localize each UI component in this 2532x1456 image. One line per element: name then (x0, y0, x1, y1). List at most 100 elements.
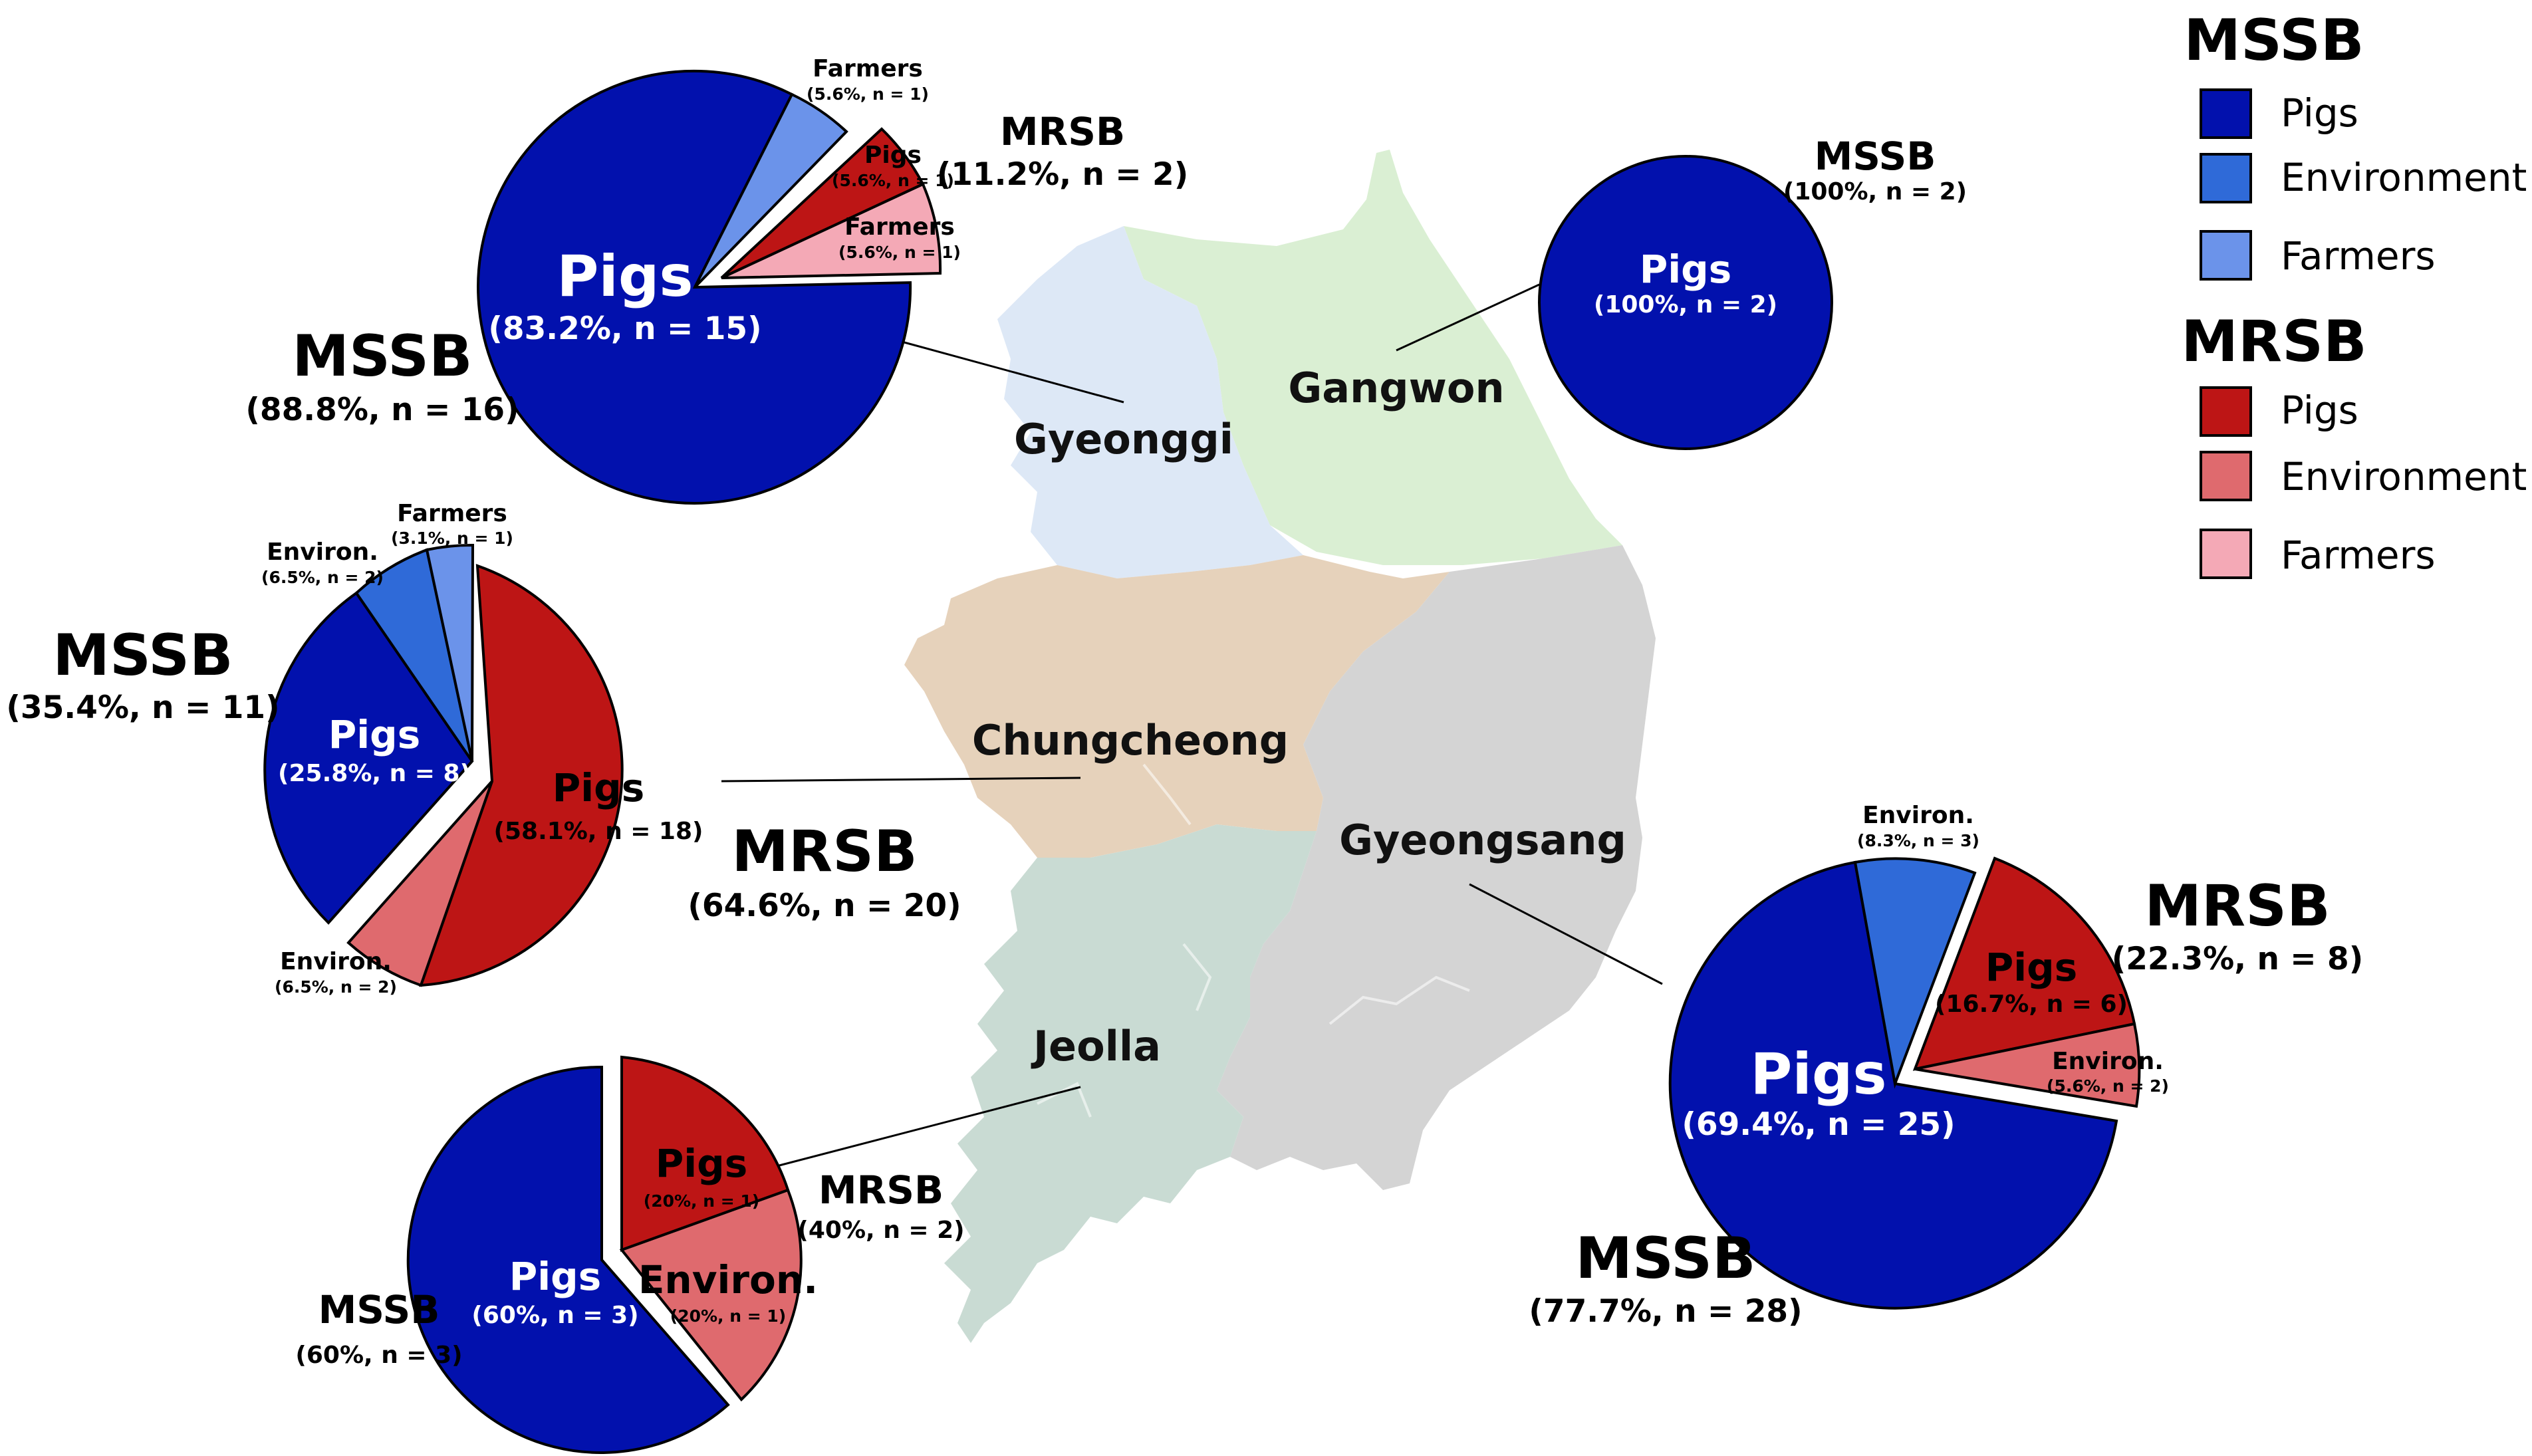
pie-label-gyeongsang-mrsb-env-value: (5.6%, n = 2) (2047, 1076, 2169, 1096)
pie-label-jeolla-mrsb-env-value: (20%, n = 1) (670, 1306, 786, 1326)
region-label-chungcheong: Chungcheong (972, 716, 1289, 765)
pie-slice-chungcheong-mssb-environment (354, 548, 473, 763)
pie-label-jeolla-mrsb-pigs-name: Pigs (656, 1141, 747, 1186)
pie-slice-gangwon-mssb-pigs (1538, 155, 1833, 450)
pie-label-gyeonggi-mrsb-pigs-value: (5.6%, n = 1) (832, 171, 954, 190)
group-label-gyeongsang-mrsb: MRSB (2144, 873, 2330, 939)
leader-line-gyeongsang (1469, 883, 1663, 985)
pie-label-chungcheong-mssb-farmers-name: Farmers (397, 500, 507, 527)
pie-chart-gyeonggi: Pigs (83.2%, n = 15) Farmers (5.6%, n = … (245, 55, 1189, 505)
pie-chart-gangwon: Pigs (100%, n = 2) MSSB (100%, n = 2) (1538, 134, 1967, 450)
pie-chart-jeolla: Pigs (60%, n = 3) Pigs (20%, n = 1) Envi… (295, 1055, 965, 1454)
group-label-gyeonggi-mssb: MSSB (292, 323, 472, 390)
legend-label-mrsb-farmers: Farmers (2281, 533, 2436, 578)
leader-line-gyeonggi (904, 341, 1124, 404)
pie-label-gyeonggi-mssb-farmers-name: Farmers (813, 55, 923, 82)
group-label-gyeonggi-mssb-value: (88.8%, n = 16) (245, 392, 519, 428)
leader-line-chungcheong (721, 777, 1081, 783)
region-label-gangwon: Gangwon (1288, 364, 1504, 412)
region-gyeongsang (1217, 545, 1656, 1190)
legend-label-mrsb-environment: Environment (2281, 454, 2527, 499)
legend: MSSB Pigs Environment Farmers MRSB Pigs … (2181, 7, 2527, 579)
legend-swatch-mssb-pigs (2200, 88, 2252, 139)
group-label-gyeongsang-mssb: MSSB (1575, 1225, 1755, 1292)
pie-label-gyeongsang-mrsb-pigs-name: Pigs (1985, 945, 2077, 990)
pie-label-chungcheong-mssb-env-value: (6.5%, n = 2) (261, 568, 384, 587)
legend-title-mssb: MSSB (2184, 7, 2364, 74)
pie-label-gangwon-mssb-pigs-name: Pigs (1640, 247, 1731, 292)
pie-chart-gyeongsang: Pigs (69.4%, n = 25) Environ. (8.3%, n =… (1529, 802, 2363, 1330)
pie-slice-jeolla-mrsb-pigs (620, 1055, 790, 1252)
pie-slice-gyeongsang-mssb-environment (1853, 857, 1977, 1089)
korea-map (904, 150, 1656, 1343)
pie-label-chungcheong-mssb-pigs-value: (25.8%, n = 8) (278, 760, 471, 787)
pie-label-gyeongsang-mssb-env-value: (8.3%, n = 3) (1857, 831, 1979, 850)
region-gangwon (1124, 150, 1622, 565)
pie-label-gyeonggi-mrsb-farmers-name: Farmers (844, 213, 955, 241)
pie-label-jeolla-mssb-pigs-value: (60%, n = 3) (471, 1302, 638, 1329)
pie-label-gyeonggi-mssb-pigs-name: Pigs (557, 243, 693, 310)
pie-label-chungcheong-mrsb-pigs-name: Pigs (553, 765, 644, 810)
group-label-jeolla-mssb: MSSB (318, 1287, 440, 1332)
leader-line-gangwon (1396, 283, 1540, 352)
group-label-jeolla-mrsb-value: (40%, n = 2) (797, 1217, 964, 1244)
pie-label-jeolla-mrsb-pigs-value: (20%, n = 1) (644, 1191, 759, 1211)
group-label-gyeongsang-mssb-value: (77.7%, n = 28) (1529, 1293, 1802, 1330)
group-label-chungcheong-mssb: MSSB (53, 622, 233, 689)
pie-slice-chungcheong-mrsb-pigs (419, 564, 624, 987)
pie-label-gyeongsang-mssb-env-name: Environ. (1862, 802, 1974, 829)
pie-label-chungcheong-mssb-pigs-name: Pigs (328, 712, 420, 757)
pie-label-chungcheong-mssb-env-name: Environ. (267, 539, 378, 566)
group-label-jeolla-mrsb: MRSB (819, 1167, 944, 1213)
group-label-chungcheong-mssb-value: (35.4%, n = 11) (6, 689, 279, 726)
pie-label-chungcheong-mrsb-env-value: (6.5%, n = 2) (275, 977, 397, 997)
pie-slice-jeolla-mssb-pigs (406, 1065, 730, 1454)
group-label-jeolla-mssb-value: (60%, n = 3) (295, 1342, 462, 1369)
pie-label-gyeonggi-mssb-pigs-value: (83.2%, n = 15) (488, 310, 761, 347)
legend-swatch-mrsb-farmers (2200, 529, 2252, 579)
pie-slice-gyeongsang-mssb-pigs (1668, 860, 2118, 1310)
pie-label-chungcheong-mrsb-env-name: Environ. (280, 948, 392, 975)
legend-swatch-mssb-farmers (2200, 230, 2252, 281)
pie-label-gyeongsang-mssb-pigs-name: Pigs (1750, 1041, 1886, 1108)
pie-label-jeolla-mrsb-env-name: Environ. (638, 1257, 818, 1302)
region-label-jeolla: Jeolla (1031, 1022, 1161, 1070)
pie-slice-gyeonggi-mrsb-farmers (721, 182, 942, 279)
region-chungcheong (904, 555, 1450, 858)
legend-label-mssb-environment: Environment (2281, 155, 2527, 200)
legend-swatch-mrsb-pigs (2200, 386, 2252, 437)
legend-label-mrsb-pigs: Pigs (2281, 388, 2358, 433)
group-label-gyeonggi-mrsb-value: (11.2%, n = 2) (937, 156, 1189, 193)
region-jeolla (944, 824, 1317, 1343)
region-gyeonggi (997, 226, 1303, 578)
pie-slice-chungcheong-mssb-pigs (263, 591, 474, 925)
pie-chart-chungcheong: Pigs (58.1%, n = 18) Pigs (25.8%, n = 8)… (6, 500, 961, 997)
leader-line-jeolla (761, 1086, 1081, 1171)
group-label-gyeongsang-mrsb-value: (22.3%, n = 8) (2112, 941, 2364, 977)
pie-label-gyeonggi-mrsb-farmers-value: (5.6%, n = 1) (838, 243, 961, 262)
pie-label-gyeongsang-mssb-pigs-value: (69.4%, n = 25) (1682, 1106, 1955, 1143)
pie-label-jeolla-mssb-pigs-name: Pigs (509, 1254, 601, 1299)
region-label-gyeongsang: Gyeongsang (1339, 816, 1626, 864)
region-label-gyeonggi: Gyeonggi (1014, 415, 1233, 463)
pie-slice-chungcheong-mssb-farmers (425, 543, 475, 762)
pie-slice-jeolla-mrsb-environment (619, 1188, 803, 1401)
pie-label-chungcheong-mssb-farmers-value: (3.1%, n = 1) (391, 529, 513, 548)
pie-label-gyeonggi-mrsb-pigs-name: Pigs (864, 142, 922, 169)
pie-label-gyeongsang-mrsb-pigs-value: (16.7%, n = 6) (1935, 991, 2128, 1018)
pie-label-gyeongsang-mrsb-env-name: Environ. (2052, 1048, 2164, 1075)
legend-label-mssb-pigs: Pigs (2281, 90, 2358, 136)
group-label-gangwon-mssb: MSSB (1815, 134, 1936, 179)
inland-boundaries (1037, 763, 1470, 1118)
pie-slice-gyeonggi-mssb-pigs (477, 69, 912, 505)
pie-slice-chungcheong-mrsb-environment (346, 780, 493, 987)
legend-label-mssb-farmers: Farmers (2281, 233, 2436, 279)
pie-label-gangwon-mssb-pigs-value: (100%, n = 2) (1594, 291, 1777, 318)
group-label-gyeonggi-mrsb: MRSB (1000, 109, 1125, 154)
legend-swatch-mssb-environment (2200, 153, 2252, 203)
leader-lines (721, 283, 1663, 1171)
pie-label-gyeonggi-mssb-farmers-value: (5.6%, n = 1) (807, 84, 929, 104)
legend-title-mrsb: MRSB (2181, 308, 2366, 375)
group-label-gangwon-mssb-value: (100%, n = 2) (1783, 178, 1967, 205)
